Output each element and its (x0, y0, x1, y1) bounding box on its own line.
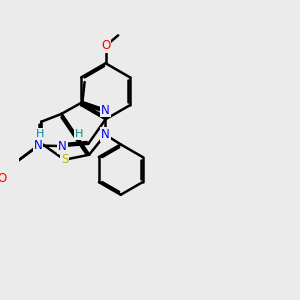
Text: N: N (101, 103, 110, 116)
Text: N: N (58, 140, 67, 153)
Text: N: N (101, 128, 110, 141)
Text: O: O (0, 172, 7, 185)
Text: H: H (75, 129, 83, 139)
Text: S: S (61, 153, 68, 166)
Text: O: O (101, 39, 110, 52)
Text: H: H (36, 129, 44, 139)
Text: N: N (34, 139, 42, 152)
